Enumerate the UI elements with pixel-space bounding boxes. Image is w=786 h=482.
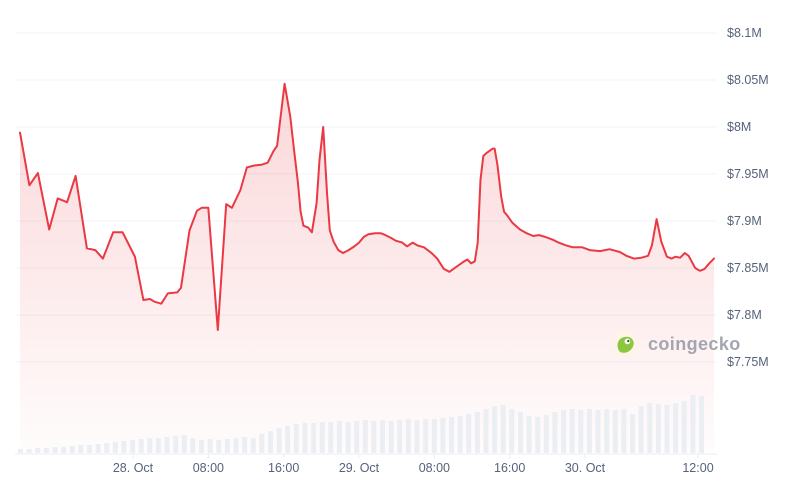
coingecko-gecko-icon bbox=[610, 329, 640, 359]
volume-bars bbox=[18, 395, 704, 453]
x-axis-tick-label: 28. Oct bbox=[112, 461, 154, 475]
y-axis-tick-label: $7.75M bbox=[727, 355, 769, 369]
y-axis-tick-label: $7.8M bbox=[727, 308, 762, 322]
x-axis-tick-label: 30. Oct bbox=[564, 461, 606, 475]
y-axis-tick-label: $8.1M bbox=[727, 26, 762, 40]
x-axis-tick-label: 29. Oct bbox=[338, 461, 380, 475]
x-axis-tick-label: 08:00 bbox=[418, 461, 450, 475]
y-axis-tick-label: $8M bbox=[727, 120, 752, 134]
x-axis bbox=[15, 453, 717, 459]
x-axis-tick-label: 16:00 bbox=[268, 461, 300, 475]
y-axis-tick-label: $7.95M bbox=[727, 167, 769, 181]
coingecko-wordmark: coingecko bbox=[648, 333, 741, 354]
x-axis-tick-label: 16:00 bbox=[494, 461, 526, 475]
y-axis-tick-label: $7.85M bbox=[727, 261, 769, 275]
x-axis-tick-label: 12:00 bbox=[682, 461, 714, 475]
y-axis-tick-label: $7.9M bbox=[727, 214, 762, 228]
y-axis-tick-label: $8.05M bbox=[727, 73, 769, 87]
price-line-series bbox=[19, 82, 715, 454]
coingecko-watermark: coingecko bbox=[610, 329, 741, 359]
x-axis-tick-label: 08:00 bbox=[192, 461, 224, 475]
